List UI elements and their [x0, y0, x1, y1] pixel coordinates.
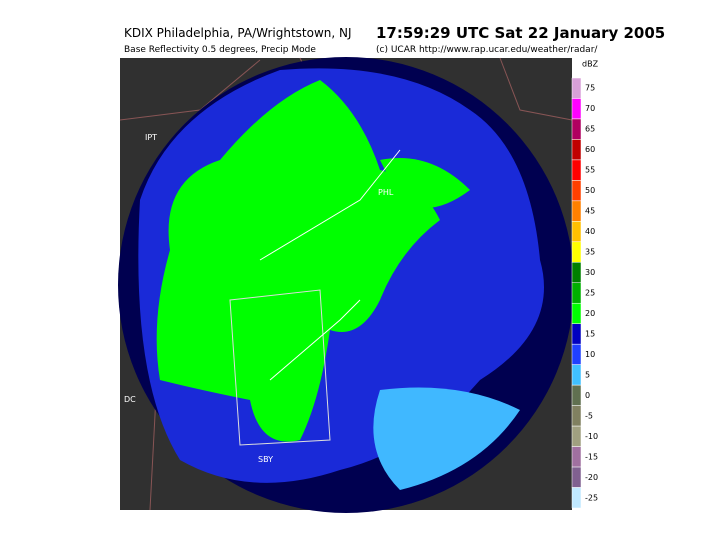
map-label: IPT [145, 133, 157, 142]
colorbar-swatch [571, 180, 582, 202]
colorbar-swatch [571, 241, 582, 263]
colorbar-swatch [571, 221, 582, 243]
colorbar-label: 60 [585, 145, 595, 154]
colorbar-unit: dBZ [582, 60, 599, 69]
colorbar-swatch [571, 200, 582, 222]
colorbar-label: -10 [585, 432, 598, 441]
colorbar-label: 50 [585, 186, 595, 195]
colorbar-swatch [571, 425, 582, 447]
colorbar: 757065605550454035302520151050-5-10-15-2… [571, 77, 598, 509]
colorbar-swatch [571, 302, 582, 324]
colorbar-label: 40 [585, 227, 595, 236]
map-label: DC [124, 395, 136, 404]
timestamp: 17:59:29 UTC Sat 22 January 2005 [376, 24, 665, 42]
colorbar-swatch [571, 118, 582, 140]
radar-map [118, 57, 574, 513]
colorbar-swatch [571, 487, 582, 509]
roads [259, 149, 401, 381]
colorbar-label: 15 [585, 329, 595, 338]
colorbar-label: 65 [585, 125, 595, 134]
colorbar-swatch [571, 282, 582, 304]
echo-green [156, 80, 440, 442]
echo-light [373, 387, 520, 490]
colorbar-label: 25 [585, 289, 595, 298]
map-label: SBY [258, 455, 273, 464]
colorbar-swatch [571, 139, 582, 161]
colorbar-swatch [571, 159, 582, 181]
colorbar-swatch [571, 323, 582, 345]
colorbar-label: 55 [585, 166, 595, 175]
colorbar-swatch [571, 343, 582, 365]
product: Base Reflectivity 0.5 degrees, Precip Mo… [124, 45, 316, 55]
echo-green [380, 158, 470, 208]
colorbar-swatch [571, 98, 582, 120]
colorbar-swatch [571, 446, 582, 468]
map-label: PHL [378, 188, 394, 197]
colorbar-swatch [571, 364, 582, 386]
colorbar-label: 75 [585, 84, 595, 93]
colorbar-label: 0 [585, 391, 590, 400]
colorbar-label: -20 [585, 473, 598, 482]
state-line [229, 289, 331, 446]
colorbar-label: 5 [585, 370, 590, 379]
colorbar-label: 20 [585, 309, 595, 318]
colorbar-label: 70 [585, 104, 595, 113]
colorbar-label: 10 [585, 350, 595, 359]
colorbar-swatch [571, 77, 582, 99]
station: KDIX Philadelphia, PA/Wrightstown, NJ [124, 26, 352, 40]
colorbar-label: -5 [585, 411, 593, 420]
colorbar-label: 45 [585, 207, 595, 216]
colorbar-label: -15 [585, 452, 598, 461]
colorbar-label: -25 [585, 493, 598, 502]
credit: (c) UCAR http://www.rap.ucar.edu/weather… [376, 45, 598, 55]
colorbar-label: 30 [585, 268, 595, 277]
colorbar-label: 35 [585, 248, 595, 257]
colorbar-swatch [571, 384, 582, 406]
colorbar-swatch [571, 466, 582, 488]
colorbar-swatch [571, 405, 582, 427]
colorbar-swatch [571, 262, 582, 284]
